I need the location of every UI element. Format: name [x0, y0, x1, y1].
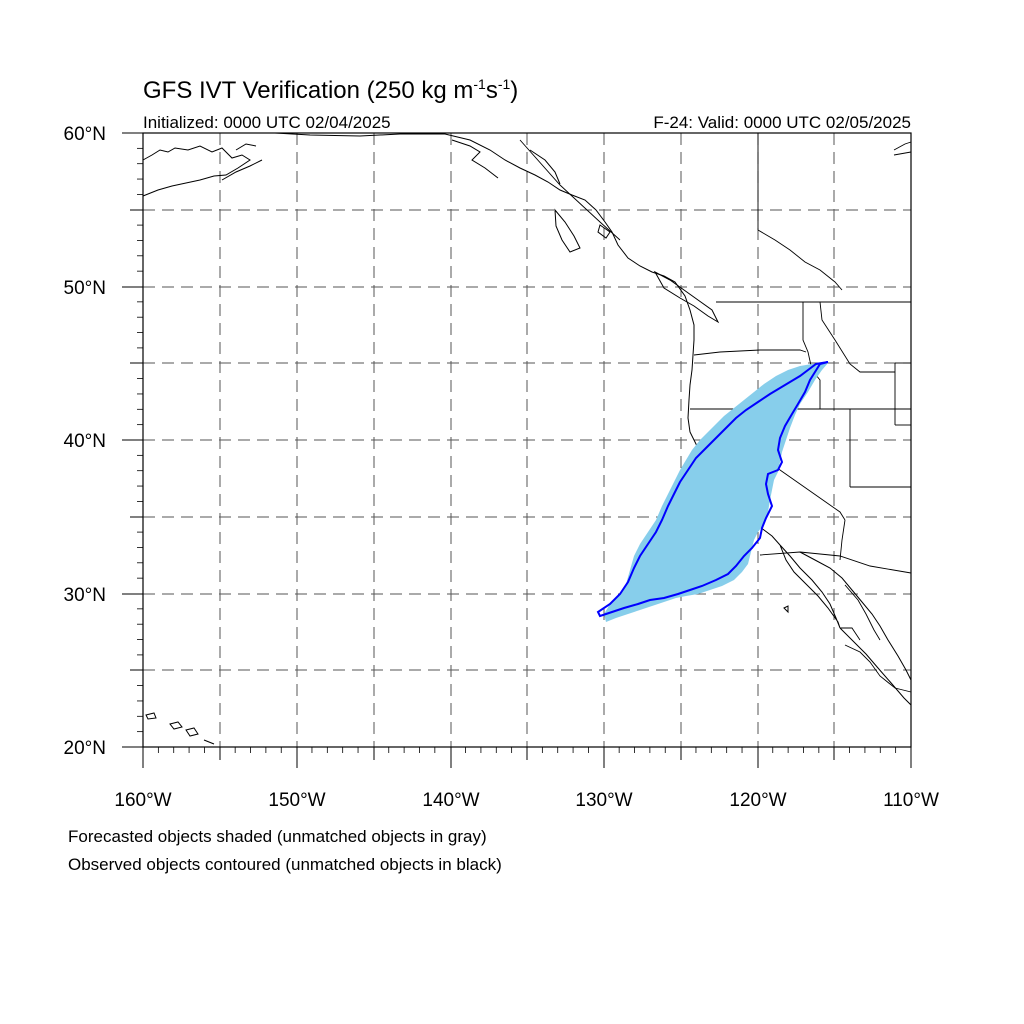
lon-label-130w: 130°W	[575, 790, 632, 811]
valid-time: F-24: Valid: 0000 UTC 02/05/2025	[653, 113, 911, 132]
footnote-observed: Observed objects contoured (unmatched ob…	[68, 855, 502, 874]
initialized-time: Initialized: 0000 UTC 02/04/2025	[143, 113, 391, 132]
minor-ticks	[137, 147, 897, 753]
lat-label-50n: 50°N	[64, 278, 106, 299]
lon-label-150w: 150°W	[268, 790, 325, 811]
axis-ticks	[122, 132, 912, 768]
map-panel	[122, 132, 912, 768]
graticule	[143, 133, 911, 747]
lon-label-160w: 160°W	[114, 790, 171, 811]
observed-object-contour	[596, 361, 829, 618]
lon-label-120w: 120°W	[729, 790, 786, 811]
latitude-labels: 60°N 50°N 40°N 30°N 20°N	[64, 124, 106, 759]
forecast-object-shaded	[604, 363, 828, 622]
lat-label-40n: 40°N	[64, 431, 106, 452]
lat-label-60n: 60°N	[64, 124, 106, 145]
lon-label-110w: 110°W	[883, 790, 939, 811]
footnote-forecast: Forecasted objects shaded (unmatched obj…	[68, 827, 487, 846]
lat-label-30n: 30°N	[64, 585, 106, 606]
lat-label-20n: 20°N	[64, 738, 106, 759]
coastlines	[142, 132, 912, 745]
lon-label-140w: 140°W	[422, 790, 479, 811]
longitude-labels: 160°W 150°W 140°W 130°W 120°W 110°W	[114, 790, 939, 811]
map-title: GFS IVT Verification (250 kg m-1s-1)	[143, 76, 518, 104]
